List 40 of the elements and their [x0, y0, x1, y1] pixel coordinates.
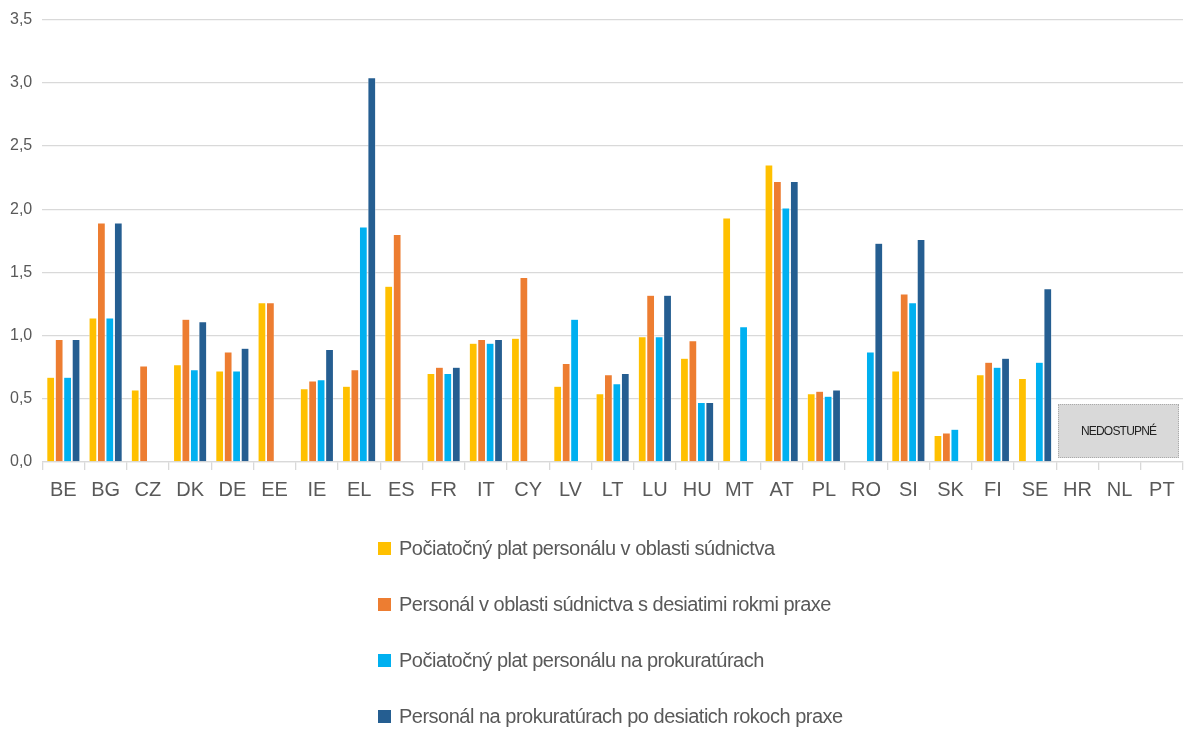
y-tick-label: 1,0 [9, 326, 33, 344]
y-tick-label: 2,5 [9, 136, 33, 154]
x-tick-label: FI [983, 477, 1002, 500]
x-tick-label: BG [91, 477, 121, 500]
x-tick-label: DE [218, 477, 247, 500]
x-tick-label: NL [1106, 477, 1133, 500]
x-tick-label: SE [1021, 477, 1049, 500]
x-tick-label: LV [558, 477, 583, 500]
y-tick-label: 1,5 [9, 262, 33, 280]
x-tick-label: CY [514, 477, 543, 500]
legend-label: Personál v oblasti súdnictva s desiatimi rokmi praxe [399, 592, 831, 616]
x-tick-label: SI [898, 477, 918, 500]
legend-label: Počiatočný plat personálu na prokuratúrach [399, 648, 764, 672]
x-tick-label: PL [811, 477, 837, 500]
x-tick-label: ES [388, 477, 415, 500]
x-tick-label: DK [176, 477, 205, 500]
x-tick-label: AT [769, 477, 794, 500]
x-tick-label: EE [261, 477, 288, 500]
x-tick-label: SK [937, 477, 965, 500]
y-tick-label: 2,0 [9, 199, 33, 217]
x-tick-label: BE [50, 477, 77, 500]
x-tick-label: IT [476, 477, 495, 500]
x-tick-label: EL [346, 477, 372, 500]
x-tick-label: LU [642, 477, 668, 500]
y-tick-label: 0,0 [9, 452, 33, 470]
legend-label: Počiatočný plat personálu v oblasti súdnictva [399, 536, 775, 560]
legend-label: Personál na prokuratúrach po desiatich rokoch praxe [399, 704, 843, 728]
x-tick-label: CZ [134, 477, 162, 500]
y-tick-label: 3,0 [9, 73, 33, 91]
x-tick-label: LT [601, 477, 624, 500]
x-tick-label: MT [724, 477, 754, 500]
x-tick-label: IE [307, 477, 327, 500]
note-box: NEDOSTUPNÉ [1058, 404, 1179, 458]
x-tick-label: RO [851, 477, 882, 500]
y-tick-label: 3,5 [9, 10, 33, 28]
x-tick-label: PT [1149, 477, 1175, 500]
x-tick-label: HU [682, 477, 712, 500]
y-tick-label: 0,5 [9, 389, 33, 407]
x-tick-label: FR [430, 477, 457, 500]
x-tick-label: HR [1062, 477, 1092, 500]
